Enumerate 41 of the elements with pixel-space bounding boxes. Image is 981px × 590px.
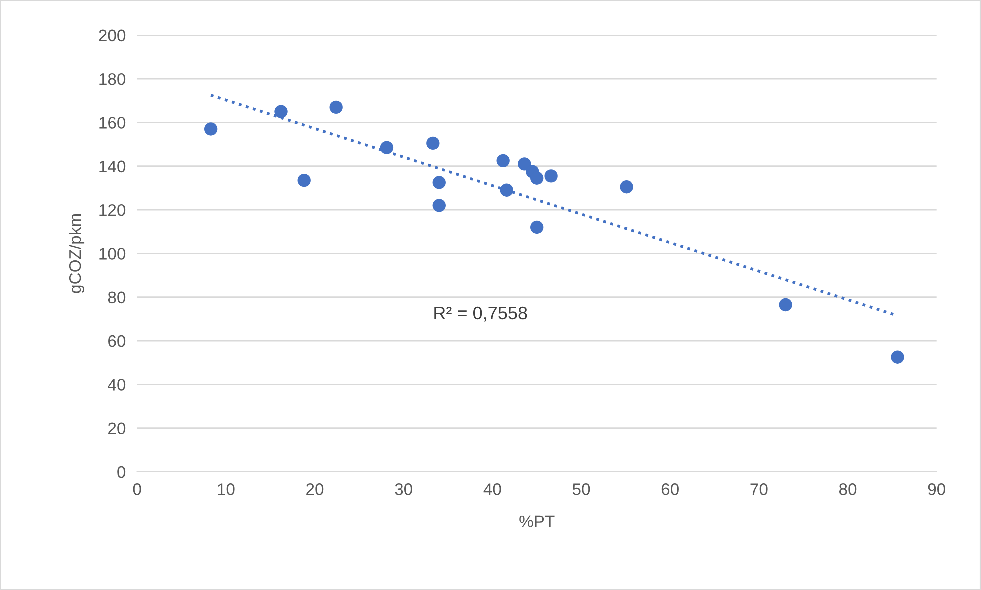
point <box>620 180 634 194</box>
point <box>518 158 532 171</box>
y-tick-label: 140 <box>100 160 126 173</box>
y-tick-label: 80 <box>108 292 126 304</box>
annotation: R² = 0,7558 <box>434 306 528 322</box>
x-tick-label: 90 <box>928 484 946 496</box>
y-tick-label: 100 <box>100 248 126 260</box>
y-tick-label: 120 <box>100 204 126 216</box>
point <box>298 174 311 188</box>
point <box>432 176 446 190</box>
y-tick-label: 0 <box>118 466 126 478</box>
point <box>496 154 510 168</box>
y-tick-label: 40 <box>108 379 126 391</box>
y-tick-label: 180 <box>100 73 126 86</box>
point <box>544 170 558 183</box>
point <box>426 136 440 150</box>
point <box>330 100 343 114</box>
point <box>274 105 288 118</box>
x-tick-label: 70 <box>750 484 768 496</box>
y-tick-label: 160 <box>100 117 126 129</box>
y-tick-label: 200 <box>99 30 126 42</box>
x-tick-label: 80 <box>839 484 857 496</box>
x-tick-label: 0 <box>133 484 142 496</box>
x-tick-label: 30 <box>395 484 412 496</box>
x-tick-label: 40 <box>484 484 502 496</box>
point <box>530 220 544 234</box>
point <box>530 172 544 185</box>
x-tick-label: 10 <box>218 484 235 496</box>
x-tick-label: 20 <box>306 484 324 496</box>
x-tick-label: 50 <box>572 484 590 496</box>
point <box>380 141 394 154</box>
point <box>500 184 514 197</box>
point <box>779 298 792 312</box>
x-axis-title: %PT <box>520 516 555 528</box>
y-axis-title: gCOZ/pkm <box>69 214 85 294</box>
y-tick-label: 60 <box>108 335 126 348</box>
y-tick-label: 20 <box>108 422 126 435</box>
point <box>891 350 904 364</box>
point <box>204 122 218 136</box>
x-tick-label: 60 <box>662 484 679 496</box>
point <box>432 199 446 212</box>
